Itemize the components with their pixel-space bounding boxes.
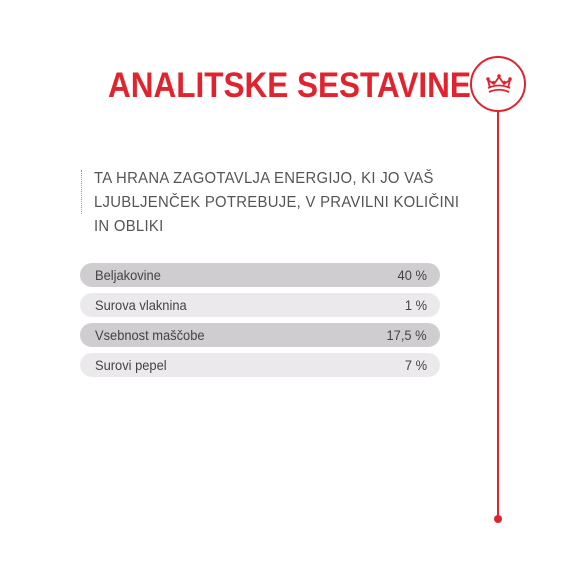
row-value: 7 % (404, 357, 427, 373)
analysis-table: Beljakovine 40 % Surova vlaknina 1 % Vse… (80, 263, 440, 383)
row-value: 40 % (397, 267, 427, 283)
brand-vertical-line (497, 112, 499, 518)
brand-line-end-dot (494, 515, 502, 523)
row-label: Beljakovine (95, 267, 161, 283)
intro-dotted-divider (81, 170, 82, 214)
page-title: ANALITSKE SESTAVINE (108, 66, 471, 105)
brand-logo (470, 56, 526, 112)
table-row: Beljakovine 40 % (80, 263, 440, 287)
row-label: Surovi pepel (95, 357, 167, 373)
table-row: Vsebnost maščobe 17,5 % (80, 323, 440, 347)
row-value: 17,5 % (386, 327, 427, 343)
row-label: Surova vlaknina (95, 297, 187, 313)
table-row: Surova vlaknina 1 % (80, 293, 440, 317)
crown-icon (486, 74, 512, 93)
table-row: Surovi pepel 7 % (80, 353, 440, 377)
row-value: 1 % (404, 297, 427, 313)
row-label: Vsebnost maščobe (95, 327, 205, 343)
intro-text: TA HRANA ZAGOTAVLJA ENERGIJO, KI JO VAŠ … (94, 170, 460, 235)
